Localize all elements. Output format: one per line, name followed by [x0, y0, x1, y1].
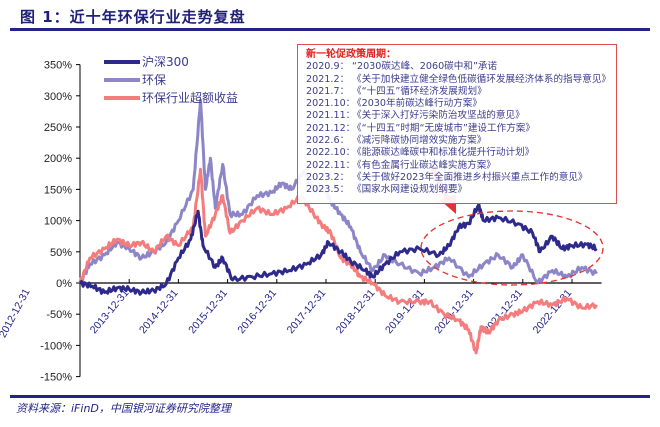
policy-date: 2021.7：: [306, 85, 350, 97]
title-rule: [10, 28, 650, 31]
y-tick-label: 200%: [44, 153, 72, 165]
x-tick-label: 2022-12-31: [531, 287, 575, 336]
x-tick-label: 2014-12-31: [137, 287, 181, 336]
policy-date: 2021.10：: [306, 98, 356, 110]
policy-text: 《“十四五”时期“无废城市”建设工作方案》: [352, 122, 535, 134]
policy-item: 2021.11：《关于深入打好污染防治攻坚战的意见》: [306, 110, 616, 122]
y-tick-label: 150%: [44, 184, 72, 196]
policy-text: 《关于深入打好污染防治攻坚战的意见》: [352, 110, 525, 122]
policy-date: 2022.6：: [306, 135, 350, 147]
legend-label-env: 环保: [142, 73, 166, 87]
policy-text: 《有色金属行业碳达峰实施方案》: [352, 159, 496, 171]
policy-item: 2022.11：《有色金属行业碳达峰实施方案》: [306, 160, 616, 172]
policy-text: 《2030年前碳达峰行动方案》: [352, 98, 482, 110]
policy-annotation-box: 新一轮促政策周期： 2020.9： “2030碳达峰、2060碳中和”承诺 2021…: [297, 44, 617, 204]
y-tick-label: 100%: [44, 216, 72, 228]
policy-date: 2022.11：: [306, 159, 356, 171]
policy-item: 2022.6： 《减污降碳协同增效实施方案》: [306, 135, 616, 147]
y-tick-label: -150%: [40, 372, 72, 384]
y-tick-label: 350%: [44, 60, 72, 72]
legend-label-hs300: 沪深300: [142, 55, 189, 69]
policy-text: 《关于加快建立健全绿色低碳循环发展经济体系的指导意见》: [352, 73, 612, 85]
policy-date: 2022.10：: [306, 147, 356, 159]
x-tick-label: 2012-12-31: [0, 287, 33, 340]
policy-text: 《能源碳达峰碳中和标准化提升行动计划》: [352, 147, 535, 159]
y-tick-label: 0%: [56, 278, 72, 290]
policy-date: 2021.11：: [306, 110, 356, 122]
series-line-excess: [78, 167, 598, 355]
series-line-hs300: [78, 203, 598, 296]
x-tick-label: 2016-12-31: [235, 287, 279, 336]
footer-rule: [10, 395, 650, 398]
policy-item: 2021.2： 《关于加快建立健全绿色低碳循环发展经济体系的指导意见》: [306, 74, 616, 86]
policy-text: 《关于做好2023年全面推进乡村振兴重点工作的意见》: [352, 171, 588, 183]
policy-date: 2023.2：: [306, 171, 350, 183]
policy-text: 《国家水网建设规划纲要》: [352, 184, 468, 196]
annotation-title: 新一轮促政策周期：: [306, 49, 396, 60]
policy-item: 2021.10：《2030年前碳达峰行动方案》: [306, 98, 616, 110]
figure-title: 图 1：近十年环保行业走势复盘: [20, 8, 246, 26]
x-tick-label: 2015-12-31: [186, 287, 230, 336]
x-tick-label: 2018-12-31: [334, 287, 378, 336]
policy-item: 2021.12：《“十四五”时期“无废城市”建设工作方案》: [306, 123, 616, 135]
policy-date: 2023.5：: [306, 184, 350, 196]
legend-label-excess: 环保行业超额收益: [142, 90, 238, 105]
policy-item: 2021.7： 《“十四五”循环经济发展规划》: [306, 86, 616, 98]
policy-text: 《减污降碳协同增效实施方案》: [352, 135, 487, 147]
policy-item: 2023.5： 《国家水网建设规划纲要》: [306, 184, 616, 196]
source-note: 资料来源：iFinD，中国银河证券研究院整理: [16, 402, 231, 415]
y-tick-label: -50%: [46, 309, 72, 321]
x-tick-label: 2017-12-31: [285, 287, 329, 336]
policy-item: 2022.10：《能源碳达峰碳中和标准化提升行动计划》: [306, 147, 616, 159]
x-tick-label: 2013-12-31: [88, 287, 132, 336]
policy-item: 2023.2： 《关于做好2023年全面推进乡村振兴重点工作的意见》: [306, 172, 616, 184]
policy-date: 2021.12：: [306, 122, 356, 134]
y-tick-label: 50%: [50, 247, 72, 259]
legend: 沪深300 环保 环保行业超额收益: [104, 55, 238, 105]
policy-date: 2021.2：: [306, 73, 350, 85]
y-tick-label: 250%: [44, 122, 72, 134]
policy-date: 2020.9：: [306, 61, 350, 73]
policy-text: 《“十四五”循环经济发展规划》: [352, 85, 487, 97]
policy-item: 2020.9： “2030碳达峰、2060碳中和”承诺: [306, 61, 616, 73]
highlight-ellipse: [420, 210, 604, 286]
policy-text: “2030碳达峰、2060碳中和”承诺: [352, 61, 498, 73]
y-tick-label: -100%: [40, 340, 72, 352]
y-tick-label: 300%: [44, 91, 72, 103]
